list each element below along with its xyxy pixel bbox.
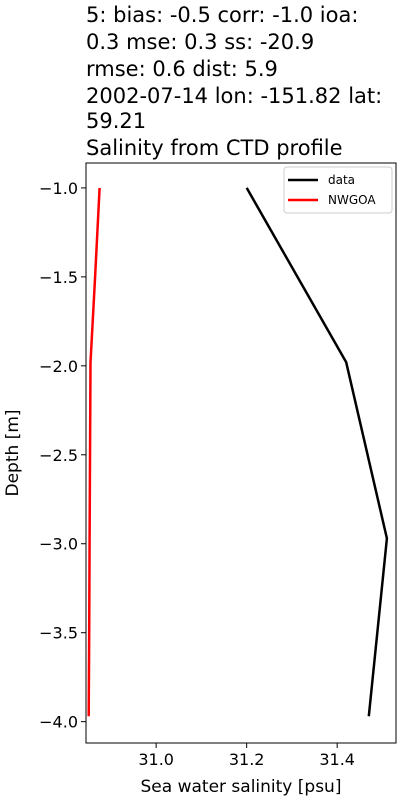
title-line-2: 0.3 mse: 0.3 ss: -20.9 xyxy=(86,30,314,54)
x-axis-ticks: 31.0 31.2 31.4 xyxy=(138,743,355,769)
series-line-nwgoa xyxy=(87,187,101,717)
x-tick-label: 31.2 xyxy=(229,750,265,769)
title-line-6: Salinity from CTD profile xyxy=(86,136,343,160)
y-tick-label: −1.5 xyxy=(39,268,78,287)
y-tick-label: −3.5 xyxy=(39,624,78,643)
y-axis-label: Depth [m] xyxy=(3,409,23,496)
legend-box xyxy=(283,166,393,214)
y-tick-label: −4.0 xyxy=(39,713,78,732)
title-line-1: 5: bias: -0.5 corr: -1.0 ioa: xyxy=(86,3,358,27)
y-axis-ticks: −1.0 −1.5 −2.0 −2.5 −3.0 −3.5 −4.0 xyxy=(39,179,86,732)
title-line-5: 59.21 xyxy=(86,109,146,133)
x-axis-label: Sea water salinity [psu] xyxy=(141,777,342,797)
plot-frame xyxy=(85,162,397,744)
legend-label-nwgoa: NWGOA xyxy=(328,193,376,207)
y-tick-label: −3.0 xyxy=(39,535,78,554)
title-line-3: rmse: 0.6 dist: 5.9 xyxy=(86,57,278,81)
chart-title: 5: bias: -0.5 corr: -1.0 ioa: 0.3 mse: 0… xyxy=(86,3,382,160)
y-tick-label: −2.5 xyxy=(39,446,78,465)
series-line-data xyxy=(245,187,389,717)
x-tick-label: 31.4 xyxy=(319,750,355,769)
legend-label-data: data xyxy=(328,173,355,187)
plot-layer xyxy=(87,187,389,717)
y-tick-label: −2.0 xyxy=(39,357,78,376)
x-tick-label: 31.0 xyxy=(138,750,174,769)
title-line-4: 2002-07-14 lon: -151.82 lat: xyxy=(86,84,382,108)
y-tick-label: −1.0 xyxy=(39,179,78,198)
legend: data NWGOA xyxy=(283,166,393,214)
